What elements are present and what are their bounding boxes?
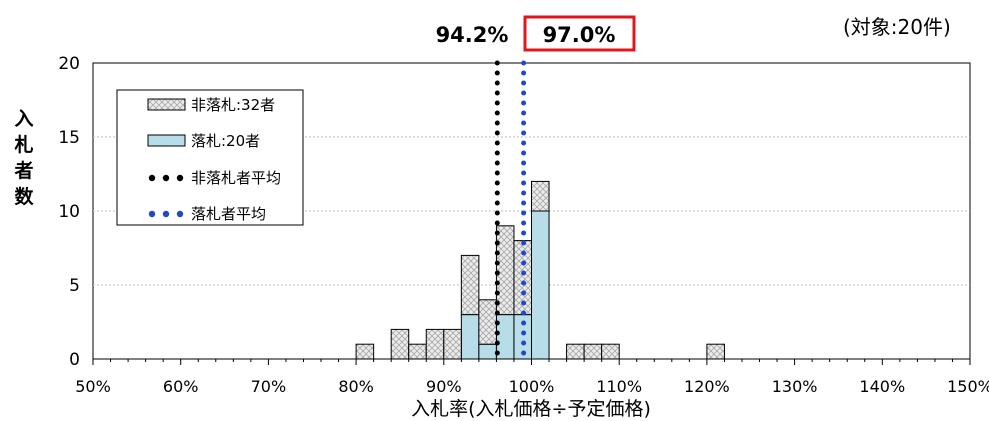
avg-label-winning-box: [523, 15, 636, 52]
y-axis-title: 入札者数: [13, 108, 34, 208]
x-tick-label: 110%: [596, 377, 642, 396]
legend-dot: [176, 174, 184, 182]
bar-non-winning: [478, 299, 497, 345]
x-tick-label: 100%: [509, 377, 555, 396]
y-tick-label: 0: [69, 350, 80, 370]
y-tick-label: 15: [58, 128, 80, 148]
x-tick-label: 90%: [426, 377, 462, 396]
bar-non-winning: [531, 180, 550, 212]
legend-dot: [148, 210, 156, 218]
y-tick-label: 5: [69, 276, 80, 296]
x-tick-label: 120%: [684, 377, 730, 396]
x-tick-label: 70%: [251, 377, 287, 396]
legend-dots-winning-avg: [148, 210, 184, 218]
legend-label-winning: 落札:20者: [191, 132, 260, 150]
legend-swatch-non-winning: [147, 98, 186, 111]
x-tick-label: 80%: [338, 377, 374, 396]
legend: 非落札:32者 落札:20者 非落札者平均 落札者平均: [116, 89, 304, 226]
bar-winning: [460, 314, 480, 360]
legend-dot: [176, 210, 184, 218]
x-tick-label: 50%: [75, 377, 111, 396]
bar-non-winning: [355, 343, 375, 360]
x-axis-title: 入札率(入札価格÷予定価格): [411, 398, 651, 420]
bar-non-winning: [601, 343, 620, 360]
bar-non-winning: [583, 343, 603, 360]
legend-label-non-winning: 非落札:32者: [191, 96, 275, 114]
x-tick-label: 60%: [163, 377, 199, 396]
bar-winning: [478, 343, 497, 360]
legend-dots-non-winning-avg: [148, 174, 184, 182]
legend-dot: [162, 174, 170, 182]
chart-subtitle: (対象:20件): [843, 15, 951, 39]
bar-non-winning: [460, 254, 480, 316]
bar-non-winning: [566, 343, 585, 360]
avg-label-non-winning: 94.2%: [436, 23, 509, 47]
legend-label-winning-avg: 落札者平均: [191, 205, 266, 223]
legend-box: [116, 89, 304, 226]
bar-winning: [531, 210, 550, 360]
legend-dot: [162, 210, 170, 218]
legend-dot: [148, 174, 156, 182]
x-tick-label: 140%: [859, 377, 905, 396]
legend-swatch-winning: [147, 134, 186, 147]
avg-label-winning: 97.0%: [543, 23, 616, 47]
bar-non-winning: [390, 328, 410, 360]
bar-non-winning: [408, 343, 427, 360]
y-tick-label: 10: [58, 202, 80, 222]
y-tick-label: 20: [58, 54, 80, 74]
bar-non-winning: [425, 328, 445, 360]
x-tick-label: 130%: [772, 377, 818, 396]
bar-non-winning: [443, 328, 462, 360]
x-tick-label: 150%: [947, 377, 989, 396]
bar-non-winning: [706, 343, 725, 360]
legend-label-non-winning-avg: 非落札者平均: [191, 169, 281, 187]
